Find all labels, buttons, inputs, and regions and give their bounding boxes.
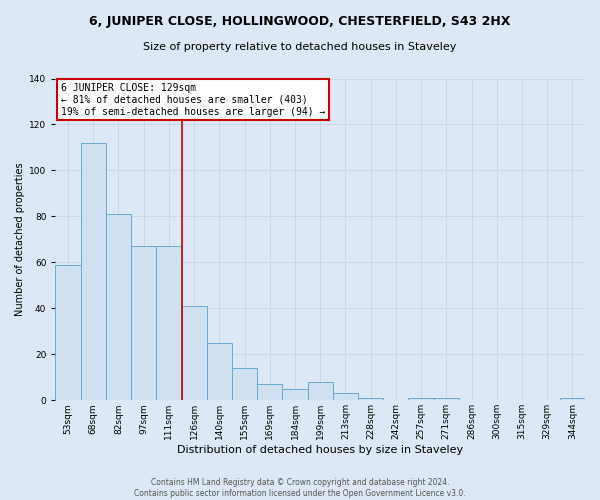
Bar <box>257 384 283 400</box>
Y-axis label: Number of detached properties: Number of detached properties <box>15 162 25 316</box>
Bar <box>182 306 207 400</box>
Text: 6 JUNIPER CLOSE: 129sqm
← 81% of detached houses are smaller (403)
19% of semi-d: 6 JUNIPER CLOSE: 129sqm ← 81% of detache… <box>61 84 325 116</box>
Bar <box>157 246 182 400</box>
X-axis label: Distribution of detached houses by size in Staveley: Distribution of detached houses by size … <box>177 445 463 455</box>
Bar <box>560 398 585 400</box>
Bar <box>308 382 333 400</box>
Text: Contains HM Land Registry data © Crown copyright and database right 2024.
Contai: Contains HM Land Registry data © Crown c… <box>134 478 466 498</box>
Bar <box>80 143 106 401</box>
Bar <box>232 368 257 400</box>
Bar <box>409 398 434 400</box>
Bar <box>131 246 157 400</box>
Bar <box>358 398 383 400</box>
Text: 6, JUNIPER CLOSE, HOLLINGWOOD, CHESTERFIELD, S43 2HX: 6, JUNIPER CLOSE, HOLLINGWOOD, CHESTERFI… <box>89 15 511 28</box>
Bar <box>55 264 80 400</box>
Bar <box>106 214 131 400</box>
Bar <box>283 389 308 400</box>
Text: Size of property relative to detached houses in Staveley: Size of property relative to detached ho… <box>143 42 457 52</box>
Bar <box>333 394 358 400</box>
Bar <box>434 398 459 400</box>
Bar <box>207 343 232 400</box>
